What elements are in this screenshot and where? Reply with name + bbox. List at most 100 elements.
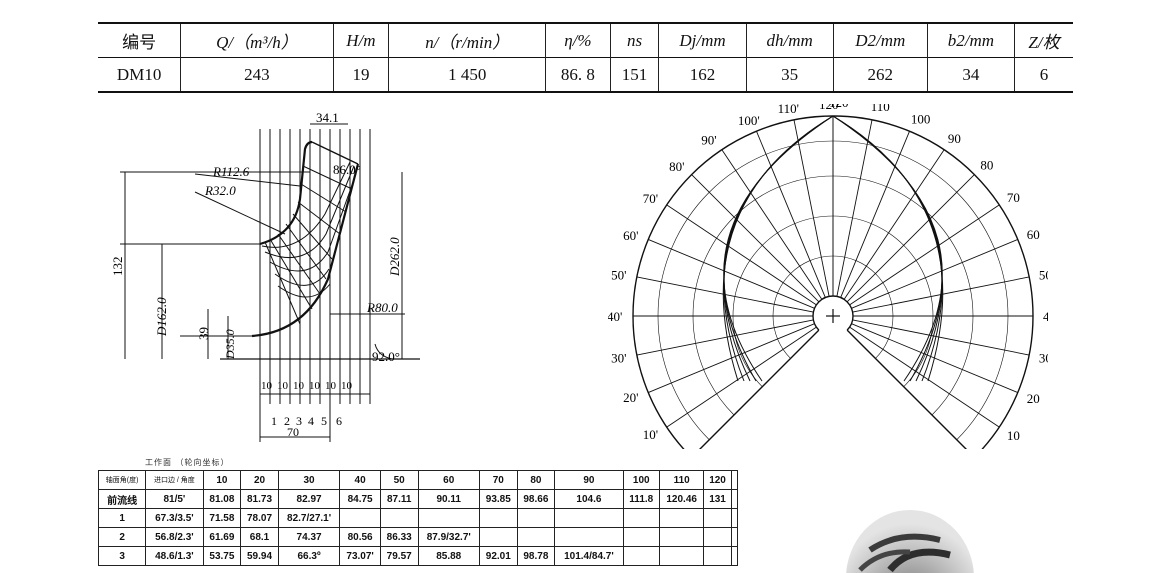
table-cell xyxy=(516,508,556,528)
bottom-table-title: 工作面 （轮向坐标） xyxy=(145,458,230,467)
angle-label-left: 70' xyxy=(643,191,658,206)
angle-label-right: 60 xyxy=(1027,227,1040,242)
table-cell: 87.11 xyxy=(379,489,419,509)
table-cell: 81.73 xyxy=(240,489,279,509)
streamline xyxy=(261,161,351,248)
table-cell: 3 xyxy=(97,546,147,566)
table-cell: 67.3/3.5' xyxy=(145,508,204,528)
streamline xyxy=(274,268,330,286)
header-id: 编号 xyxy=(122,33,157,52)
angle-label-right: 80 xyxy=(980,158,993,173)
table-cell xyxy=(730,470,739,490)
table-cell: 前流线 xyxy=(97,489,147,509)
table-cell: 104.6 xyxy=(554,489,624,509)
angle-label-left: 50' xyxy=(611,268,626,283)
blade-curve-right xyxy=(832,115,943,382)
table-cell: 111.8 xyxy=(622,489,660,509)
header-outlet-diameter: D2/mm xyxy=(832,23,928,58)
table-cell: 71.58 xyxy=(202,508,242,528)
table-cell xyxy=(658,546,705,566)
table-cell: 131 xyxy=(703,489,732,509)
angle-label-right: 10 xyxy=(1007,428,1020,443)
table-cell: 100 xyxy=(622,470,660,490)
station-label: 2 xyxy=(284,414,290,428)
streamline xyxy=(269,173,357,272)
blade-coordinate-table: 轴面角(度) 进口边 / 角度 10 20 30 40 50 60 70 80 90 100 110 12… xyxy=(97,470,739,566)
table-cell: 80 xyxy=(516,470,556,490)
table-row: 3 48.6/1.3' 53.75 59.94 66.3º 73.07' 79.57 85.8… xyxy=(97,546,739,566)
table-cell: 50 xyxy=(379,470,419,490)
header-head: H/m xyxy=(332,23,389,58)
table-cell: 61.69 xyxy=(202,527,242,547)
table-cell: 110 xyxy=(658,470,705,490)
radius-arc xyxy=(772,255,894,359)
header-blade-count: Z/枚 xyxy=(1014,23,1073,58)
table-row: 1 67.3/3.5' 71.58 78.07 82.7/27.1' xyxy=(97,508,739,528)
station-label: 1 xyxy=(271,414,277,428)
table-cell xyxy=(554,527,624,547)
parameter-table: 编号 Q/（m³/h） H/m n/（r/min） η/% ns Dj/mm d… xyxy=(98,22,1073,93)
label-angle-top: 86.0° xyxy=(333,162,361,177)
spacing-label: 10 xyxy=(293,380,305,392)
label-r32: R32.0 xyxy=(204,183,236,198)
table-cell: 90.11 xyxy=(417,489,480,509)
table-cell xyxy=(339,508,381,528)
mesh-line xyxy=(269,238,313,310)
angle-label-left: 100' xyxy=(738,113,760,128)
table-cell xyxy=(658,508,705,528)
value-flow: 243 xyxy=(180,57,334,92)
table-cell: 93.85 xyxy=(478,489,518,509)
angle-label-left: 40' xyxy=(608,309,622,324)
table-cell: 1 xyxy=(97,508,147,528)
radial-line xyxy=(666,204,817,306)
angle-label-right: 90 xyxy=(948,131,961,146)
table-cell xyxy=(730,527,739,547)
table-cell: 92.01 xyxy=(478,546,518,566)
value-outlet-diameter: 262 xyxy=(832,57,928,92)
radius-arc xyxy=(692,175,974,416)
radial-line xyxy=(849,204,1000,306)
label-d162: D162.0 xyxy=(154,297,169,337)
angle-label-left: 20' xyxy=(623,390,638,405)
table-cell: 53.75 xyxy=(202,546,242,566)
table-cell: 82.97 xyxy=(277,489,341,509)
table-row: 前流线 81/5' 81.08 81.73 82.97 84.75 87.11 90.11 93… xyxy=(97,489,739,509)
table-cell xyxy=(658,527,705,547)
header-efficiency: η/% xyxy=(545,23,611,58)
label-132: 132 xyxy=(110,257,125,277)
table-cell xyxy=(730,489,739,509)
label-r112: R112.6 xyxy=(212,164,250,179)
spacing-label: 10 xyxy=(309,380,321,392)
mesh-line xyxy=(292,213,333,260)
hub-curve xyxy=(251,163,360,338)
angle-label-left: 110' xyxy=(778,104,799,116)
station-label: 4 xyxy=(308,414,314,428)
value-hub-diameter: 35 xyxy=(745,57,834,92)
header-flow: Q/（m³/h） xyxy=(180,23,334,58)
spacing-label: 10 xyxy=(261,380,273,392)
value-id: DM10 xyxy=(116,64,162,84)
table-cell xyxy=(622,527,660,547)
table-cell: 60 xyxy=(417,470,480,490)
streamline xyxy=(277,283,331,298)
value-eye-diameter: 162 xyxy=(658,57,747,92)
table-cell: 74.37 xyxy=(277,527,341,547)
table-cell xyxy=(417,508,480,528)
mesh-line xyxy=(285,223,327,280)
header-eye-diameter: Dj/mm xyxy=(658,23,747,58)
table-cell: 30 xyxy=(277,470,341,490)
radial-line xyxy=(756,131,826,298)
left-boundary xyxy=(699,329,820,449)
station-label: 6 xyxy=(336,414,342,428)
angle-label-right: 40 xyxy=(1043,309,1048,324)
radial-line xyxy=(636,319,814,356)
table-cell xyxy=(478,527,518,547)
table-cell: 2 xyxy=(97,527,147,547)
table-cell: 85.88 xyxy=(417,546,480,566)
header-hub-diameter: dh/mm xyxy=(745,23,834,58)
table-cell: 87.9/32.7' xyxy=(417,527,480,547)
parameter-header-row: 编号 Q/（m³/h） H/m n/（r/min） η/% ns Dj/mm d… xyxy=(98,23,1073,58)
table-cell: 48.6/1.3' xyxy=(145,546,204,566)
table-cell: 68.1 xyxy=(240,527,279,547)
table-cell xyxy=(703,508,732,528)
